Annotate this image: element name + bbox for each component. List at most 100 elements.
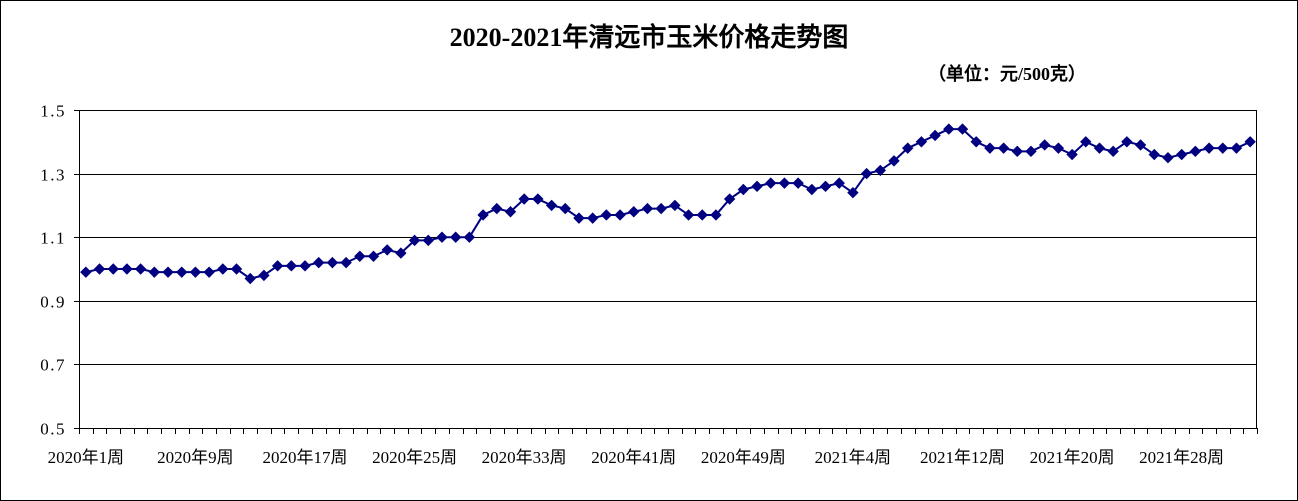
data-point-marker [1244, 136, 1256, 148]
data-point-marker [806, 183, 818, 196]
data-point-marker [1217, 142, 1229, 154]
data-point-marker [93, 263, 106, 275]
data-point-marker [765, 177, 777, 189]
data-point-marker [203, 266, 215, 278]
data-point-marker [299, 260, 311, 272]
data-point-marker [148, 266, 161, 278]
data-point-marker [737, 183, 750, 196]
data-point-marker [655, 202, 667, 215]
data-point-marker [1230, 142, 1243, 154]
data-point-marker [1189, 145, 1202, 158]
data-point-marker [888, 155, 900, 167]
data-point-marker [176, 266, 188, 278]
data-point-marker [340, 256, 352, 269]
data-point-marker [792, 177, 804, 189]
data-point-marker [1011, 145, 1023, 158]
data-point-marker [751, 180, 763, 193]
x-tick-label: 2021年4周 [815, 448, 892, 467]
data-point-marker [436, 231, 448, 243]
data-point-marker [970, 136, 982, 148]
series-line [85, 128, 1251, 280]
data-point-marker [354, 250, 366, 262]
data-point-marker [477, 209, 489, 221]
data-point-marker [1038, 139, 1051, 151]
data-point-marker [121, 263, 133, 275]
x-tick-label: 2020年33周 [482, 448, 567, 467]
data-point-marker [614, 209, 626, 221]
data-point-marker [381, 244, 393, 256]
data-point-marker [943, 123, 955, 135]
data-point-marker [860, 167, 873, 180]
x-tick-label: 2020年1周 [48, 448, 125, 467]
y-tick-label: 0.7 [40, 356, 66, 375]
data-point-marker [628, 206, 640, 218]
data-point-marker [902, 142, 914, 154]
x-axis-tick-labels: 2020年1周 2020年9周 2020年17周 2020年25周 2020年33周 20… [48, 448, 1225, 467]
data-point-marker [1162, 151, 1174, 164]
unit-label: （单位：元/500克） [928, 64, 1087, 84]
x-tick-label: 2020年9周 [157, 448, 234, 467]
data-point-marker [532, 193, 544, 205]
data-point-marker [422, 234, 434, 247]
data-point-marker [491, 202, 503, 215]
data-point-marker [518, 193, 530, 205]
data-point-marker [217, 263, 229, 275]
data-point-marker [723, 193, 736, 205]
chart-title: 2020-2021年清远市玉米价格走势图 [449, 23, 849, 52]
data-point-marker [915, 136, 928, 148]
data-point-marker [1052, 142, 1065, 154]
data-point-marker [258, 269, 270, 282]
data-point-marker [1148, 148, 1160, 161]
data-point-marker [819, 180, 832, 193]
data-point-marker [408, 234, 421, 247]
x-tick-label: 2020年17周 [263, 448, 348, 467]
data-point-marker [600, 209, 613, 221]
data-point-marker [669, 199, 681, 212]
data-point-marker [559, 202, 571, 215]
data-point-marker [847, 186, 859, 199]
data-point-marker [1134, 139, 1147, 151]
data-point-marker [1080, 136, 1092, 148]
data-point-marker [230, 263, 243, 275]
x-tick-label: 2021年20周 [1030, 448, 1115, 467]
data-point-marker [504, 206, 517, 218]
data-point-marker [874, 164, 887, 177]
data-point-marker [956, 123, 969, 135]
data-point-marker [573, 212, 585, 224]
data-point-marker [1066, 148, 1078, 161]
data-point-marker [1107, 145, 1119, 158]
x-tick-label: 2021年28周 [1139, 448, 1224, 467]
data-point-marker [1175, 148, 1188, 161]
y-tick-label: 1.5 [40, 102, 66, 121]
data-point-marker [696, 209, 708, 221]
x-tick-label: 2021年12周 [920, 448, 1005, 467]
y-axis-tick-labels: 1.5 1.3 1.1 0.9 0.7 0.5 [40, 102, 66, 439]
data-point-marker [285, 260, 298, 272]
data-point-marker [833, 177, 845, 189]
gridlines [79, 110, 1257, 429]
series-corn-price [80, 123, 1256, 285]
data-point-marker [1121, 136, 1133, 148]
data-point-marker [641, 202, 654, 215]
axes [74, 110, 1258, 434]
y-tick-label: 1.3 [40, 166, 66, 185]
data-point-marker [313, 256, 325, 269]
data-point-marker [1093, 142, 1106, 154]
data-point-marker [463, 231, 476, 243]
data-point-marker [682, 209, 695, 221]
data-point-marker [545, 199, 558, 212]
data-point-marker [271, 260, 284, 272]
x-tick-label: 2020年49周 [701, 448, 786, 467]
data-point-marker [710, 209, 722, 221]
data-point-marker [244, 272, 256, 285]
data-point-marker [107, 263, 119, 275]
data-point-marker [984, 142, 996, 154]
y-tick-label: 0.9 [40, 293, 66, 312]
data-point-marker [162, 266, 174, 278]
data-point-marker [449, 231, 462, 243]
data-point-marker [189, 266, 202, 278]
y-tick-label: 0.5 [40, 420, 66, 439]
